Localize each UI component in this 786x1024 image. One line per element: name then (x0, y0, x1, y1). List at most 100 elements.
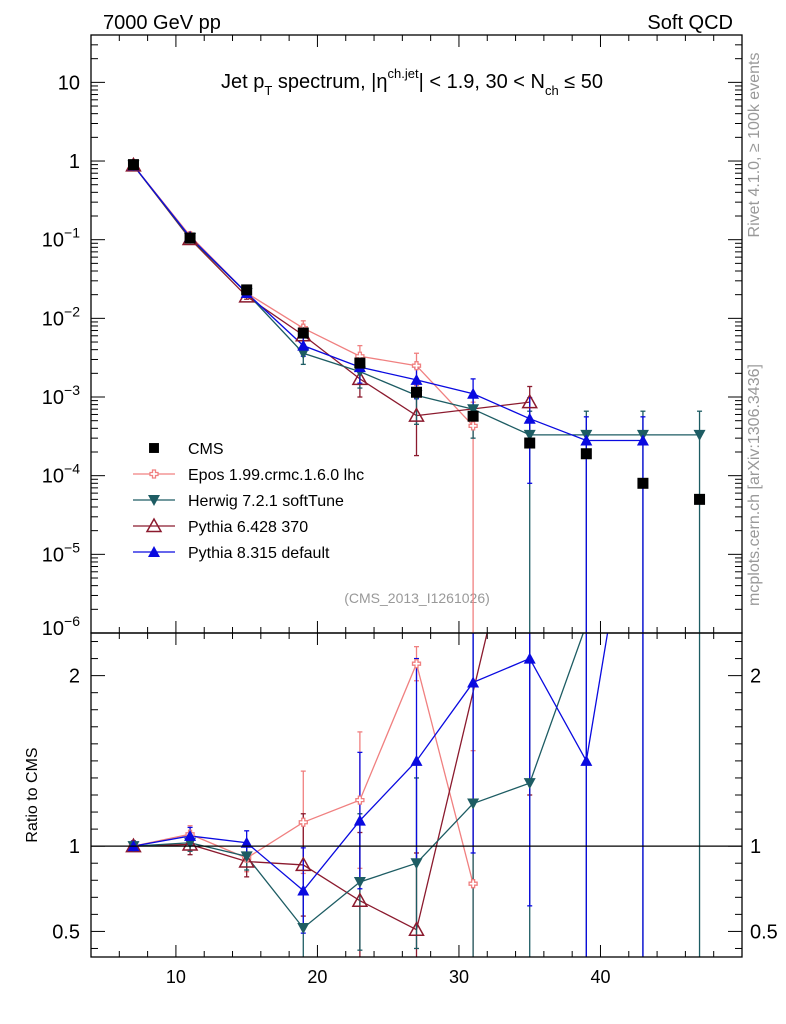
title-part-b: spectrum, |η (272, 71, 387, 93)
main-y-tick-label: 10−5 (42, 539, 80, 566)
rivet-version-label: Rivet 4.1.0, ≥ 100k events (746, 53, 763, 238)
pythia-6-428-370-ratio-point (351, 892, 369, 907)
herwig-7-2-1-softtune-main-point (523, 429, 536, 441)
cms-data-point (694, 493, 706, 505)
pythia-8-315-default-ratio-point (467, 676, 480, 688)
pythia-6-428-370-ratio-point (295, 856, 312, 872)
main-y-tick-exponent: −5 (64, 539, 80, 555)
pythia-8-315-default-ratio-point (240, 836, 253, 848)
legend-entry: Epos 1.99.crmc.1.6.0 lhc (133, 467, 364, 484)
main-y-tick-label: 1 (69, 151, 80, 173)
main-y-tick-base: 10 (42, 387, 64, 409)
main-y-tick-base: 10 (42, 230, 64, 252)
main-y-tick-label: 10−4 (42, 461, 80, 488)
legend-label: Herwig 7.2.1 softTune (188, 493, 344, 510)
legend-label: Pythia 6.428 370 (188, 519, 308, 536)
x-tick-label: 30 (449, 967, 469, 987)
epos-1-99-crmc-1-6-0-lhc-main-point (411, 361, 422, 371)
ratio-data-layer (125, 633, 701, 957)
herwig-7-2-1-softtune-ratio-point (353, 876, 366, 888)
main-y-tick-label: 10−3 (42, 382, 80, 409)
main-y-tick-base: 10 (42, 544, 64, 566)
epos-1-99-crmc-1-6-0-lhc-main-point (468, 421, 478, 431)
title-sub-t: T (264, 83, 272, 98)
pythia-6-428-370-ratio-point (238, 852, 255, 868)
pythia-8-315-default-main-point (523, 412, 536, 424)
pythia-8-315-default-ratio-point (523, 652, 536, 664)
herwig-7-2-1-softtune-ratio-point (467, 798, 480, 810)
x-tick-label: 20 (307, 967, 327, 987)
cms-data-point (241, 284, 253, 296)
cms-data-point (524, 437, 536, 449)
ratio-y-tick-label-right: 0.5 (750, 921, 778, 943)
ratio-y-axis-label: Ratio to CMS (24, 747, 41, 842)
legend-entry: Herwig 7.2.1 softTune (133, 493, 344, 510)
main-y-tick-label: 10−1 (42, 225, 80, 252)
header-left-label: 7000 GeV pp (103, 12, 221, 34)
herwig-7-2-1-softtune-ratio-point (297, 923, 310, 935)
epos-1-99-crmc-1-6-0-lhc-ratio-point (298, 817, 308, 827)
legend-label: Pythia 8.315 default (188, 545, 330, 562)
cms-data-point (411, 386, 422, 398)
cms-data-point (354, 357, 366, 369)
main-y-tick-exponent: −4 (64, 461, 80, 477)
x-tick-label: 10 (166, 967, 186, 987)
cms-data-point (127, 159, 139, 171)
cms-data-point (580, 448, 592, 460)
main-y-tick-label: 10−2 (42, 303, 80, 330)
pythia-8-315-default-ratio-point (184, 829, 197, 841)
herwig-7-2-1-softtune-main-point (297, 348, 310, 360)
herwig-7-2-1-softtune-ratio-point (240, 851, 253, 863)
x-tick-label: 40 (590, 967, 610, 987)
pythia-8-315-default-main-point (410, 373, 423, 385)
main-y-tick-exponent: −2 (64, 303, 80, 319)
pythia-8-315-default-ratio-point (410, 754, 423, 766)
title-part-c: | < 1.9, 30 < N (419, 71, 545, 93)
header-right-label: Soft QCD (647, 12, 733, 34)
analysis-id-label: (CMS_2013_I1261026) (344, 590, 490, 606)
pythia-8-315-default-ratio-point (297, 884, 310, 896)
title-part-d: ≤ 50 (559, 71, 603, 93)
legend-marker (149, 469, 159, 479)
ratio-plot-panel: 10 20 30 40 0.5 0.5 1 1 2 2 (52, 632, 778, 987)
pythia-8-315-default-main-line (132, 164, 643, 442)
pythia-6-428-370-main-point (521, 393, 538, 409)
ratio-y-tick-label-left: 0.5 (52, 921, 80, 943)
epos-1-99-crmc-1-6-0-lhc-ratio-point (468, 879, 478, 889)
main-y-tick-base: 10 (42, 466, 64, 488)
main-y-tick-exponent: −6 (64, 613, 80, 629)
legend-marker (145, 517, 163, 533)
pythia-6-428-370-ratio-point (181, 835, 199, 851)
legend-label: CMS (188, 441, 224, 458)
herwig-7-2-1-softtune-ratio-point (410, 858, 423, 870)
legend-entry: Pythia 6.428 370 (133, 517, 308, 536)
pythia-8-315-default-ratio-line (133, 633, 609, 892)
legend-entry: Pythia 8.315 default (133, 545, 330, 562)
epos-1-99-crmc-1-6-0-lhc-ratio-point (355, 795, 365, 805)
main-y-tick-label: 10 (58, 72, 80, 94)
pythia-8-315-default-ratio-point (353, 814, 366, 826)
cms-data-point (297, 327, 309, 339)
chart-title: Jet pT spectrum, |ηch.jet| < 1.9, 30 < N… (221, 66, 603, 98)
pythia-6-428-370-main-point (351, 370, 369, 386)
legend: CMS Epos 1.99.crmc.1.6.0 lhc Herwig 7.2.1 … (133, 441, 364, 562)
epos-1-99-crmc-1-6-0-lhc-ratio-point (411, 659, 422, 669)
herwig-7-2-1-softtune-main-point (467, 404, 480, 416)
herwig-7-2-1-softtune-ratio-point (523, 778, 536, 790)
legend-marker-cms (149, 443, 159, 453)
legend-marker (148, 495, 160, 506)
ratio-y-tick-label-right: 1 (750, 836, 761, 858)
main-y-tick-base: 10 (42, 308, 64, 330)
legend-marker (148, 546, 160, 557)
legend-entry: CMS (149, 441, 224, 458)
pythia-8-315-default-main-point (297, 339, 310, 351)
mcplots-label: mcplots.cern.ch [arXiv:1306.3436] (746, 364, 763, 606)
cms-data-point (467, 410, 479, 422)
pythia-6-428-370-main-point (408, 407, 425, 422)
cms-data-point (637, 477, 649, 489)
main-y-tick-label: 10−6 (42, 613, 80, 640)
main-y-tick-exponent: −3 (64, 382, 80, 398)
title-sup-chjet: ch.jet (388, 66, 419, 81)
pythia-8-315-default-main-point (580, 434, 593, 446)
